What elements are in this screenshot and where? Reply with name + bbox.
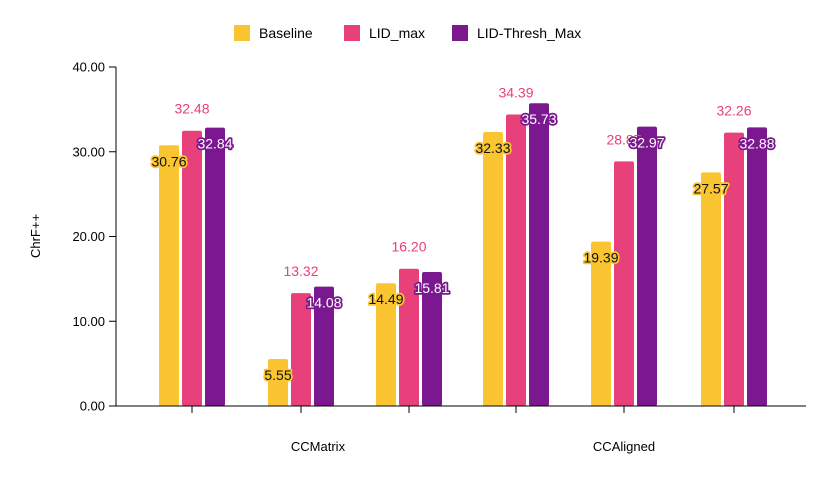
y-tick-label: 10.00 xyxy=(72,314,105,329)
bar-baseline-4 xyxy=(591,241,611,406)
x-group-label-ccmatrix: CCMatrix xyxy=(291,439,346,454)
data-label-baseline-4: 19.39 xyxy=(583,250,618,266)
legend-label-baseline: Baseline xyxy=(259,25,313,41)
bar-lid-thresh-max-3 xyxy=(529,103,549,407)
data-label-lid-thresh-max-0: 32.84 xyxy=(197,136,232,152)
bar-baseline-5 xyxy=(701,172,721,406)
bar-lid-thresh-max-1 xyxy=(314,286,334,406)
legend-label-lid-max: LID_max xyxy=(369,25,425,41)
data-label-lid-thresh-max-1: 14.08 xyxy=(306,295,341,311)
legend-swatch-lid-thresh-max xyxy=(452,25,468,41)
data-label-lid-thresh-max-5: 32.88 xyxy=(739,135,774,151)
bar-baseline-2 xyxy=(376,283,396,406)
plot-area: 30.76 5.55 14.49 32.33 19.39 27.57 32.48 13.32 1… xyxy=(150,85,776,407)
y-tick-label: 0.00 xyxy=(80,399,105,414)
y-axis-title: ChrF++ xyxy=(28,214,43,258)
bar-lid-max-5 xyxy=(724,132,744,406)
bar-lid-max-4 xyxy=(614,161,634,406)
bar-lid-max-1 xyxy=(291,293,311,406)
data-label-lid-max-2: 16.20 xyxy=(391,239,426,255)
x-group-label-ccaligned: CCAligned xyxy=(593,439,655,454)
bar-lid-thresh-max-2 xyxy=(422,272,442,406)
data-label-baseline-3: 32.33 xyxy=(475,140,510,156)
data-label-lid-max-4: 28.87 xyxy=(606,131,641,147)
data-label-lid-thresh-max-3: 35.73 xyxy=(521,111,556,127)
bar-lid-thresh-max-4 xyxy=(637,126,657,406)
data-label-baseline-2: 14.49 xyxy=(368,291,403,307)
data-label-lid-max-0: 32.48 xyxy=(174,101,209,117)
bar-baseline-0 xyxy=(159,145,179,406)
legend: Baseline LID_max LID-Thresh_Max xyxy=(234,25,581,41)
bar-baseline-1 xyxy=(268,358,288,406)
bar-baseline-3 xyxy=(483,132,503,407)
bar-lid-max-0 xyxy=(182,130,202,406)
y-tick-label: 20.00 xyxy=(72,229,105,244)
data-label-baseline-5: 27.57 xyxy=(693,180,728,196)
data-label-lid-thresh-max-4: 32.97 xyxy=(629,135,664,151)
bar-lid-max-3 xyxy=(506,114,526,407)
bar-lid-max-2 xyxy=(399,268,419,406)
legend-swatch-lid-max xyxy=(344,25,360,41)
data-label-baseline-1: 5.55 xyxy=(264,367,291,383)
data-label-lid-thresh-max-2: 15.81 xyxy=(414,280,449,296)
y-tick-label: 40.00 xyxy=(72,60,105,75)
y-tick-label: 30.00 xyxy=(72,144,105,159)
bar-lid-thresh-max-0 xyxy=(205,127,225,406)
bar-lid-thresh-max-5 xyxy=(747,127,767,406)
data-label-lid-max-3: 34.39 xyxy=(498,85,533,101)
y-axis: 0.00 10.00 20.00 30.00 40.00 xyxy=(72,60,116,414)
legend-swatch-baseline xyxy=(234,25,250,41)
x-axis xyxy=(191,406,735,413)
data-label-baseline-0: 30.76 xyxy=(151,153,186,169)
legend-label-lid-thresh-max: LID-Thresh_Max xyxy=(477,25,581,41)
data-label-lid-max-1: 13.32 xyxy=(283,263,318,279)
data-label-lid-max-5: 32.26 xyxy=(716,103,751,119)
